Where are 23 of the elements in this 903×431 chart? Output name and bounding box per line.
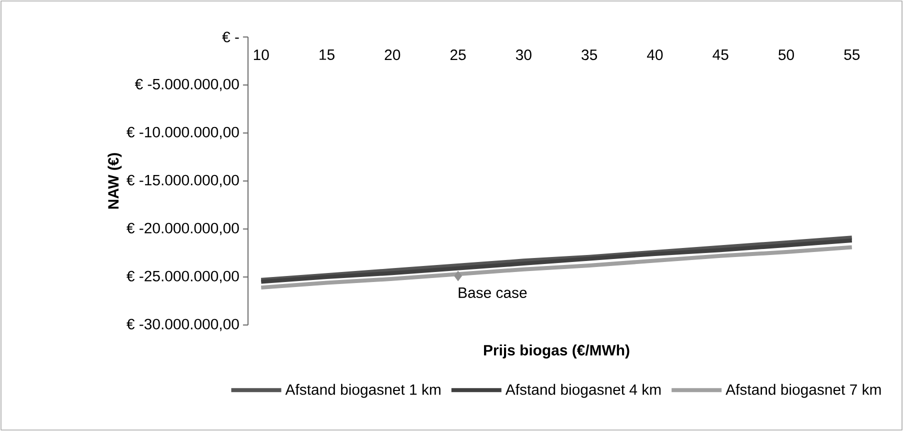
annotation: Base case xyxy=(458,288,527,298)
y-tick-label: € -30.000.000,00 xyxy=(126,318,239,332)
y-tick-label: € - xyxy=(222,32,239,42)
x-tick-label: 15 xyxy=(320,50,334,60)
legend-label: Afstand biogasnet 1 km xyxy=(285,384,440,398)
y-tick-label: € -20.000.000,00 xyxy=(126,222,239,236)
x-tick-label: 35 xyxy=(582,50,598,60)
x-tick-label: 10 xyxy=(254,50,269,60)
y-tick-label: € -5.000.000,00 xyxy=(134,78,239,92)
legend-label: Afstand biogasnet 7 km xyxy=(726,384,881,398)
x-tick-label: 55 xyxy=(844,50,860,60)
x-tick-label: 25 xyxy=(450,50,466,60)
y-axis-title: NAW (€) xyxy=(108,153,122,209)
legend-label: Afstand biogasnet 4 km xyxy=(505,384,661,398)
x-tick-label: 40 xyxy=(647,50,663,60)
y-tick-label: € -25.000.000,00 xyxy=(126,270,239,284)
x-tick-label: 20 xyxy=(384,50,400,60)
x-tick-label: 45 xyxy=(712,50,728,60)
x-tick-label: 30 xyxy=(516,50,532,60)
y-tick-label: € -15.000.000,00 xyxy=(126,174,239,188)
y-tick-label: € -10.000.000,00 xyxy=(126,126,239,140)
x-tick-label: 50 xyxy=(778,50,794,60)
x-axis-title: Prijs biogas (€/MWh) xyxy=(484,344,630,359)
